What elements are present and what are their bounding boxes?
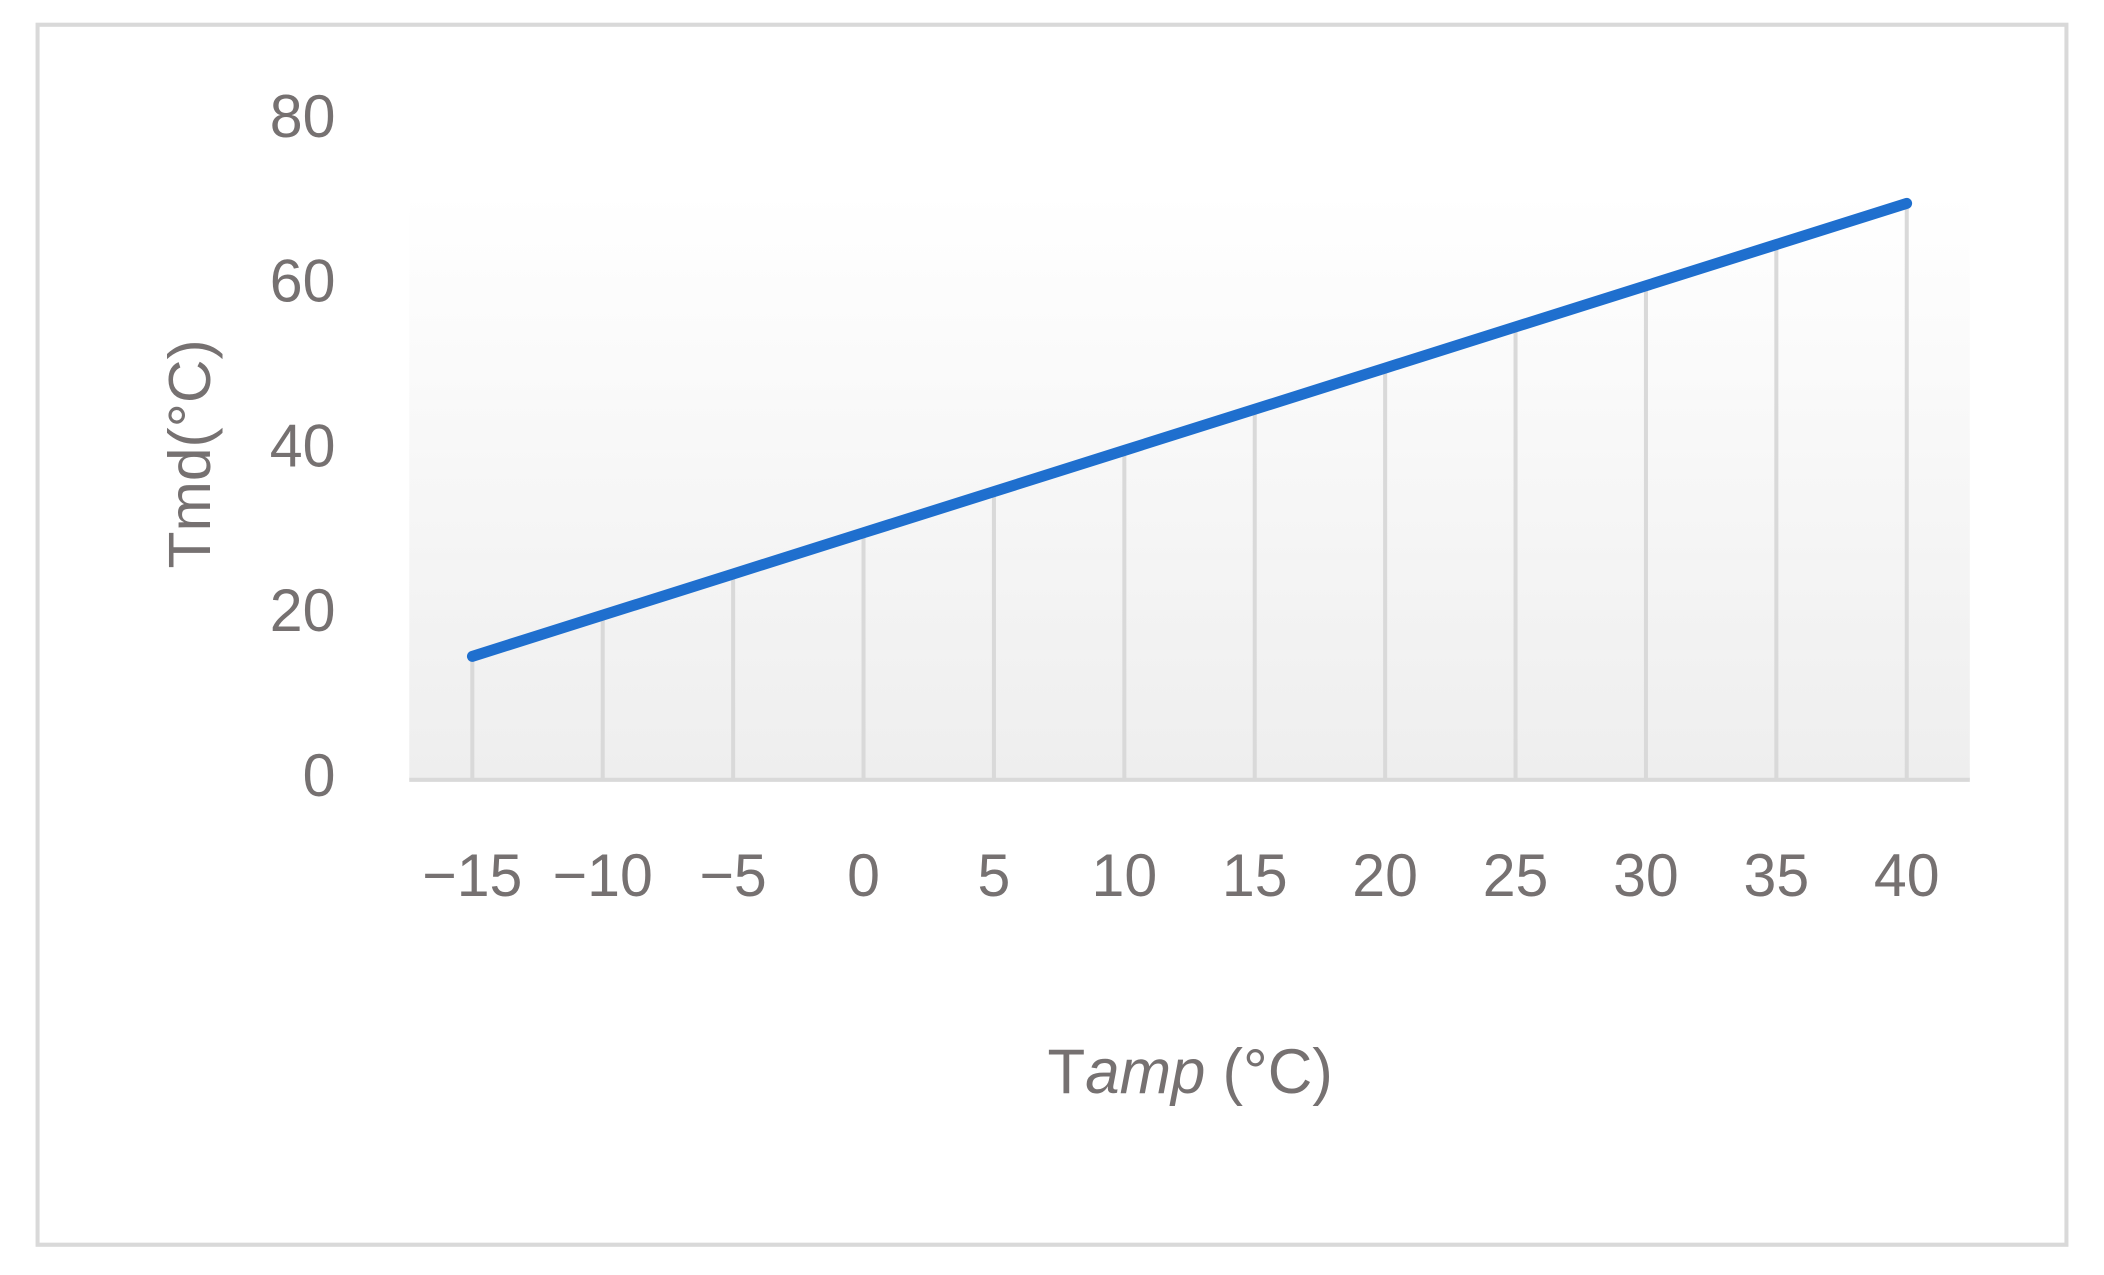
x-tick-label: 0: [847, 842, 880, 910]
x-axis-title-part: (°C): [1205, 1036, 1333, 1107]
x-tick-label: −10: [553, 842, 653, 910]
plot-area: [409, 192, 1970, 780]
x-axis-title-part: T: [1048, 1036, 1086, 1107]
x-axis-title-part: amp: [1085, 1036, 1205, 1107]
y-tick-label: 0: [303, 741, 336, 809]
x-tick-label: 20: [1352, 842, 1418, 910]
x-tick-label: 25: [1483, 842, 1549, 910]
x-tick-label: 30: [1613, 842, 1679, 910]
x-tick-label: 10: [1092, 842, 1158, 910]
x-tick-label: 35: [1744, 842, 1810, 910]
y-tick-label: 20: [270, 576, 336, 644]
x-tick-label: 15: [1222, 842, 1288, 910]
x-tick-label: 40: [1874, 842, 1940, 910]
series-line: [466, 197, 1913, 662]
y-tick-label: 80: [270, 82, 336, 150]
y-axis-title: Tmd(°C): [157, 339, 223, 568]
y-tick-label: 40: [270, 412, 336, 480]
x-tick-label: −5: [699, 842, 766, 910]
x-tick-label: −15: [422, 842, 522, 910]
x-tick-label: 5: [978, 842, 1011, 910]
x-axis-title: Tamp (°C): [1048, 1036, 1333, 1107]
y-tick-label: 60: [270, 247, 336, 315]
